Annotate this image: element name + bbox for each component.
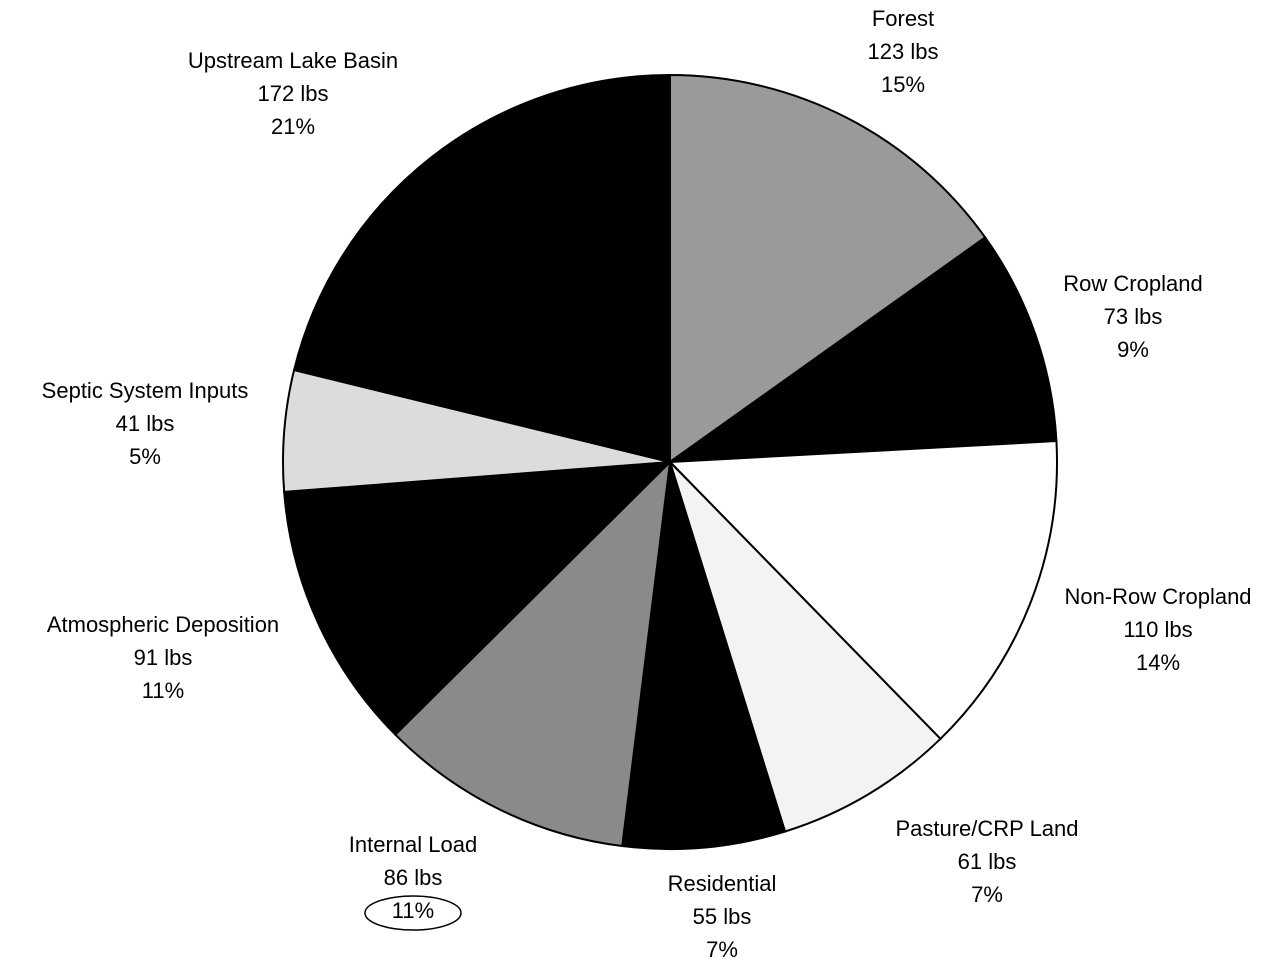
percent-label: 14% <box>1136 650 1180 675</box>
slice-label: Septic System Inputs <box>42 378 249 403</box>
percent-label: 15% <box>881 72 925 97</box>
slice-label: Atmospheric Deposition <box>47 612 279 637</box>
percent-label: 11% <box>142 678 184 703</box>
value-label: 110 lbs <box>1123 617 1192 642</box>
value-label: 172 lbs <box>258 81 329 106</box>
slice <box>667 439 1058 741</box>
slice-label: Residential <box>668 871 777 896</box>
slices <box>282 73 1058 850</box>
slice-label: Pasture/CRP Land <box>895 816 1078 841</box>
value-label: 41 lbs <box>116 411 175 436</box>
percent-label: 11% <box>392 898 434 923</box>
value-label: 61 lbs <box>958 849 1017 874</box>
slice-label: Internal Load <box>349 832 477 857</box>
slice <box>669 461 942 833</box>
value-label: 91 lbs <box>134 645 193 670</box>
value-label: 86 lbs <box>384 865 443 890</box>
slice <box>283 460 673 737</box>
slice <box>292 73 671 464</box>
percent-label: 7% <box>706 937 738 962</box>
slice-label: Forest <box>872 6 934 31</box>
highlight-circle <box>364 895 462 931</box>
slice-label: Upstream Lake Basin <box>188 48 398 73</box>
slice-label: Non-Row Cropland <box>1064 584 1251 609</box>
slice <box>666 236 1058 464</box>
value-label: 73 lbs <box>1104 304 1163 329</box>
percent-label: 5% <box>129 444 161 469</box>
slice <box>669 73 987 464</box>
slice <box>621 461 787 850</box>
percent-label: 9% <box>1117 337 1149 362</box>
slice-label: Row Cropland <box>1063 271 1202 296</box>
value-label: 55 lbs <box>693 904 752 929</box>
value-label: 123 lbs <box>868 39 939 64</box>
percent-label: 7% <box>971 882 1003 907</box>
percent-label: 21% <box>271 114 315 139</box>
slice <box>393 459 672 848</box>
